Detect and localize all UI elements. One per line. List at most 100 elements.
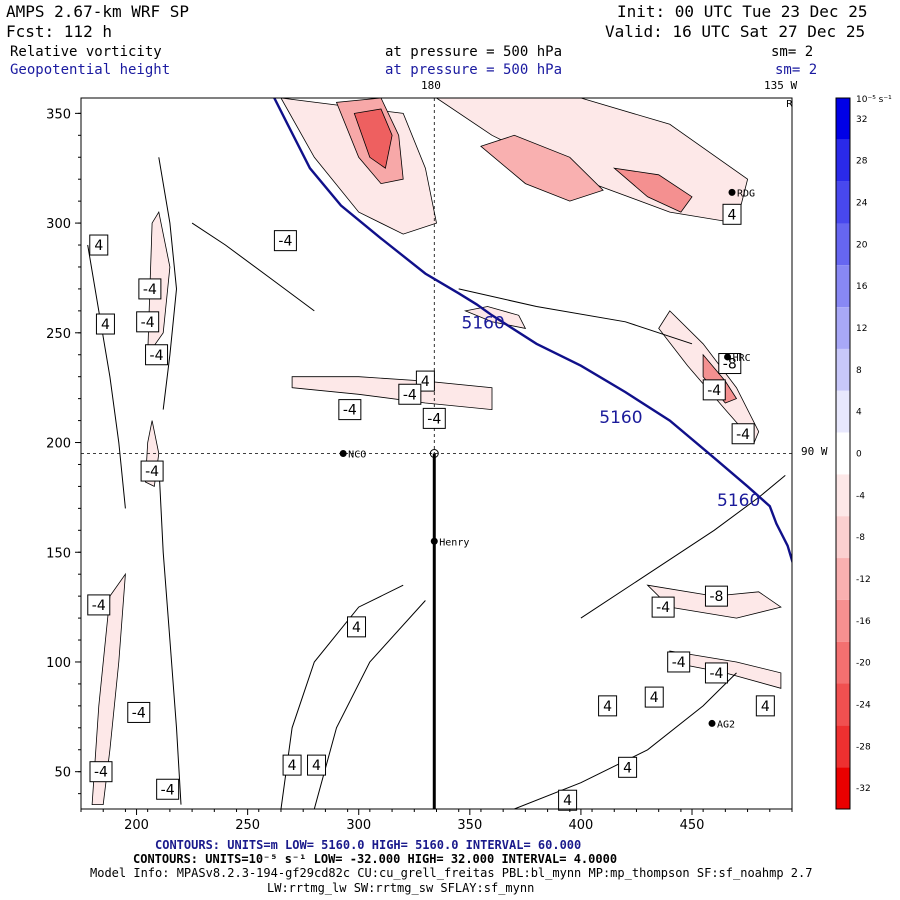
contour-label-box [136, 311, 160, 333]
contour-label: 4 [650, 690, 659, 706]
station-name: Henry [439, 537, 469, 548]
vorticity-region [291, 376, 493, 411]
station-marker [728, 188, 736, 196]
field1-name: Relative vorticity [10, 44, 162, 60]
contour-label: 4 [288, 758, 297, 774]
contour-label: 4 [603, 699, 612, 715]
contour-label-box [156, 778, 180, 800]
contour-label: -4 [141, 315, 155, 331]
geopotential-5160-line [273, 98, 792, 565]
contour-label: -4 [427, 411, 441, 427]
vorticity-contour [158, 157, 178, 410]
contour-label: 4 [94, 238, 103, 254]
vorticity-region [280, 98, 437, 235]
x-tick-label: 350 [457, 818, 482, 833]
geopotential-contours: 5160 5160 5160 [273, 98, 792, 565]
field1-level: at pressure = 500 hPa [385, 44, 563, 60]
contour-label: -4 [132, 705, 146, 721]
y-tick-label: 250 [46, 327, 71, 342]
header-valid: Valid: 16 UTC Sat 27 Dec 25 [605, 22, 866, 41]
colorbar-swatch [836, 98, 850, 140]
contour-label-box [731, 423, 755, 445]
y-tick-label: 300 [46, 217, 71, 232]
vorticity-region [480, 134, 604, 202]
contour-label: -8 [723, 357, 737, 373]
colorbar-swatch [836, 181, 850, 224]
stations: NCO Henry RDG HRC AG2 [339, 188, 755, 730]
station-name: HRC [733, 353, 751, 364]
contour-label: -4 [278, 234, 292, 250]
geopotential-label: 5160 [462, 313, 505, 333]
contour-label: -4 [92, 598, 106, 614]
footer-radiation-info: LW:rrtmg_lw SW:rrtmg_sw SFLAY:sf_mynn [267, 881, 535, 895]
station-name: AG2 [717, 719, 735, 730]
contour-label: -4 [143, 282, 157, 298]
vorticity-contour [458, 288, 693, 345]
x-tick-label: 400 [569, 818, 594, 833]
geopotential-label: 5160 [717, 491, 760, 511]
vorticity-contour [580, 475, 786, 619]
contour-label: -4 [145, 464, 159, 480]
lat-label-90w: 90 W [801, 445, 828, 458]
station-marker [430, 537, 438, 545]
colorbar-tick-label: 20 [856, 240, 868, 250]
colorbar-tick-label: -28 [856, 742, 871, 752]
contour-label-box [718, 353, 742, 375]
contour-label: -4 [150, 348, 164, 364]
vorticity-region [612, 167, 693, 213]
colorbar-tick-label: 16 [856, 282, 868, 292]
contour-label: 4 [421, 374, 430, 390]
contour-label-box [282, 754, 302, 776]
contour-label: 4 [101, 317, 110, 333]
colorbar-swatch [836, 139, 850, 182]
contour-label-box [338, 399, 362, 421]
contour-label: -4 [403, 387, 417, 403]
contour-label-box [702, 379, 726, 401]
contour-label-box [598, 695, 618, 717]
lon-label-180: 180 [421, 79, 441, 92]
x-tick-label: 200 [124, 818, 149, 833]
contour-label-box [704, 585, 728, 607]
colorbar-swatch [836, 307, 850, 349]
footer-model-info: Model Info: MPASv8.2.3-194-gf29cd82c CU:… [90, 866, 813, 880]
vorticity-region [353, 108, 393, 169]
contour-label: -4 [94, 765, 108, 781]
colorbar-tick-label: -20 [856, 659, 871, 669]
contour-label-box [558, 789, 578, 811]
colorbar-tick-label: -8 [856, 533, 865, 543]
colorbar-swatch [836, 265, 850, 308]
contour-label-box [89, 234, 109, 256]
station-name: NCO [348, 450, 366, 461]
pole-marker [429, 449, 439, 458]
contour-label-box [667, 651, 691, 673]
colorbar-swatch [836, 725, 850, 768]
contour-labels: -44-44 -4-44-4-4-4-4-8-4-44-4-8-44-4-444 4… [87, 203, 775, 811]
y-tick-label: 150 [46, 546, 71, 561]
contour-label-box [145, 344, 169, 366]
colorbar-tick-label: -24 [856, 700, 871, 710]
colorbar-tick-label: 8 [856, 366, 862, 376]
corner-label: R [786, 99, 793, 110]
contour-label: -4 [672, 655, 686, 671]
field2-name: Geopotential height [10, 62, 171, 78]
contour-label-box [704, 662, 728, 684]
y-tick-label: 100 [46, 656, 71, 671]
colorbar-tick-label: 4 [856, 408, 862, 418]
contour-label: -4 [161, 782, 175, 798]
colorbar-tick-label: 0 [856, 450, 862, 460]
vorticity-contour [191, 222, 315, 312]
geopotential-label: 5160 [599, 408, 642, 428]
x-tick-label: 250 [235, 818, 260, 833]
colorbar-tick-label: -4 [856, 491, 865, 501]
header-title: AMPS 2.67-km WRF SP [6, 2, 190, 21]
station-marker [724, 353, 732, 361]
vorticity-contour [87, 244, 126, 509]
header-init: Init: 00 UTC Tue 23 Dec 25 [617, 2, 868, 21]
contour-label-box [755, 695, 775, 717]
contour-label: -4 [736, 427, 750, 443]
contour-label: 4 [761, 699, 770, 715]
colorbar-swatch [836, 641, 850, 684]
field2-sm: sm= 2 [775, 62, 818, 78]
contour-label-box [422, 407, 446, 429]
contour-label: 4 [352, 620, 361, 636]
